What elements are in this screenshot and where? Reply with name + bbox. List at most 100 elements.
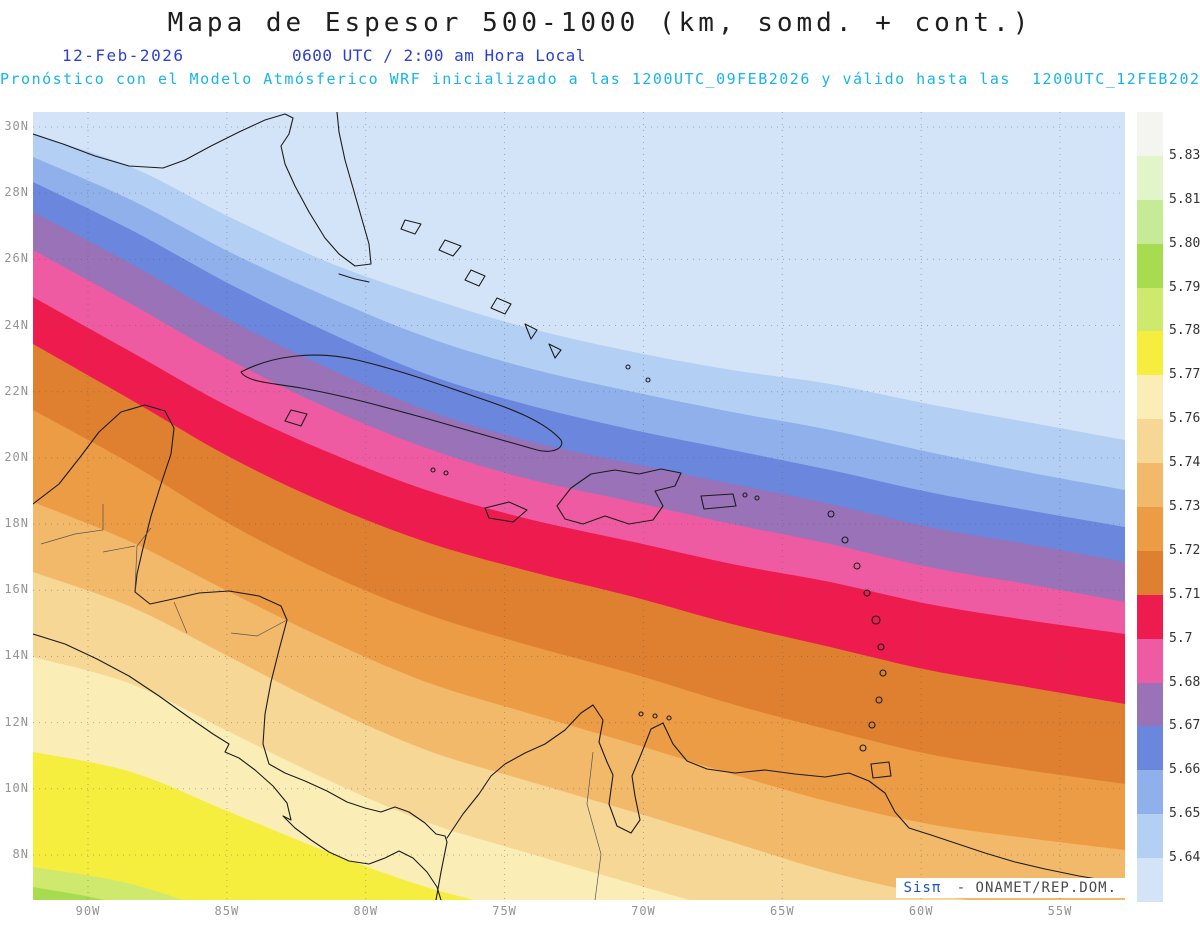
coastline — [556, 468, 682, 525]
map-plot: Sisπ - ONAMET/REP.DOM. — [33, 112, 1125, 900]
colorbar-tick-label: 5.652 — [1169, 806, 1200, 822]
lat-tick-label: 18N — [4, 516, 29, 531]
country-border — [586, 751, 602, 900]
colorbar-tick-label: 5.831 — [1169, 147, 1200, 163]
island-outline — [853, 562, 861, 570]
latitude-axis: 30N 28N 26N 24N 22N 20N 18N 16N 14N 12N 10N 8N — [0, 112, 29, 900]
island-outline — [638, 711, 644, 717]
model-forecast-note: Pronóstico con el Modelo Atmósferico WRF… — [0, 70, 1200, 88]
island-outline — [841, 536, 849, 544]
island-outline — [625, 364, 631, 370]
island-outline — [827, 510, 835, 518]
colorbar-band — [1137, 770, 1163, 815]
colorbar-tick-label: 5.783 — [1169, 323, 1200, 339]
country-border — [230, 619, 288, 637]
coastline — [700, 493, 737, 510]
island-outline — [443, 470, 449, 476]
lat-tick-label: 28N — [4, 185, 29, 200]
coastline — [240, 354, 563, 452]
colorbar-tick-label: 5.819 — [1169, 191, 1200, 207]
map-svg — [33, 112, 1125, 900]
island-outline — [742, 492, 748, 498]
forecast-date: 12-Feb-2026 — [62, 46, 185, 65]
island-outline — [754, 495, 760, 501]
lat-tick-label: 20N — [4, 449, 29, 464]
coastline — [400, 219, 422, 235]
lon-tick-label: 85W — [214, 904, 240, 918]
colorbar-band — [1137, 638, 1163, 683]
watermark-source: - ONAMET/REP.DOM. — [956, 880, 1117, 896]
coastline — [438, 239, 462, 257]
colorbar-band — [1137, 858, 1163, 903]
colorbar-band — [1137, 112, 1163, 156]
colorbar-tick-label: 5.807 — [1169, 235, 1200, 251]
island-outline — [645, 377, 651, 383]
lat-tick-label: 24N — [4, 317, 29, 332]
lat-tick-label: 26N — [4, 251, 29, 266]
colorbar-band — [1137, 463, 1163, 508]
colorbar-band — [1137, 594, 1163, 639]
lat-tick-label: 22N — [4, 383, 29, 398]
longitude-axis: 90W 85W 80W 75W 70W 65W 60W 55W — [33, 904, 1125, 922]
country-border — [40, 504, 104, 545]
island-outline — [877, 643, 885, 651]
watermark: Sisπ - ONAMET/REP.DOM. — [895, 878, 1125, 898]
colorbar-band — [1137, 550, 1163, 595]
lon-tick-label: 70W — [631, 904, 656, 918]
island-outline — [868, 721, 876, 729]
contour-band — [33, 657, 1125, 900]
forecast-valid-time: 0600 UTC / 2:00 am Hora Local — [292, 46, 586, 65]
lat-tick-label: 8N — [12, 846, 29, 861]
contour-band — [33, 867, 1125, 900]
island-outline — [871, 615, 881, 625]
lat-tick-label: 12N — [4, 714, 29, 729]
colorbar-tick-label: 5.688 — [1169, 674, 1200, 690]
watermark-brand: Sisπ — [903, 880, 942, 896]
lat-tick-label: 10N — [4, 780, 29, 795]
colorbar-tick-label: 5.664 — [1169, 762, 1200, 778]
lat-tick-label: 30N — [4, 119, 29, 133]
island-outline — [652, 713, 658, 719]
island-outline — [859, 744, 867, 752]
colorbar-tick-label: 5.724 — [1169, 542, 1200, 558]
colorbar-tick-label: 5.7 — [1169, 630, 1193, 646]
colorbar-tick-label: 5.736 — [1169, 499, 1200, 514]
island-outline — [879, 669, 887, 677]
colorbar-band — [1137, 287, 1163, 332]
colorbar-band — [1137, 243, 1163, 288]
colorbar-band — [1137, 682, 1163, 727]
colorbar-tick-label: 5.712 — [1169, 586, 1200, 602]
colorbar-band — [1137, 155, 1163, 200]
coastline — [464, 269, 486, 287]
lat-tick-label: 14N — [4, 648, 29, 663]
coastline — [484, 501, 528, 523]
colorbar-tick-label: 5.795 — [1169, 279, 1200, 295]
lat-tick-label: 16N — [4, 582, 29, 597]
country-border — [173, 601, 188, 634]
island-outline — [863, 589, 871, 597]
colorbar-labels: 5.831 5.819 5.807 5.795 5.783 5.772 5.76 5.748 5… — [1169, 112, 1200, 907]
coastline — [435, 704, 1125, 900]
island-outline — [666, 715, 672, 721]
coastline — [284, 409, 308, 427]
colorbar-band — [1137, 199, 1163, 244]
lon-tick-label: 65W — [769, 904, 795, 918]
colorbar-band — [1137, 419, 1163, 464]
coastline — [490, 297, 512, 315]
lon-tick-label: 55W — [1047, 904, 1073, 918]
colorbar-band — [1137, 814, 1163, 859]
colorbar-tick-label: 5.772 — [1169, 367, 1200, 383]
coastline — [338, 273, 370, 283]
coastline — [33, 404, 446, 837]
colorbar — [1137, 112, 1163, 903]
colorbar-tick-label: 5.76 — [1169, 411, 1200, 427]
page-title: Mapa de Espesor 500-1000 (km, somd. + co… — [167, 8, 1033, 38]
colorbar-band — [1137, 726, 1163, 771]
country-border — [134, 527, 152, 591]
contour-band — [33, 752, 1125, 900]
coastline — [524, 323, 538, 340]
island-outline — [430, 467, 436, 473]
coastline — [33, 112, 372, 267]
country-border — [102, 545, 136, 553]
